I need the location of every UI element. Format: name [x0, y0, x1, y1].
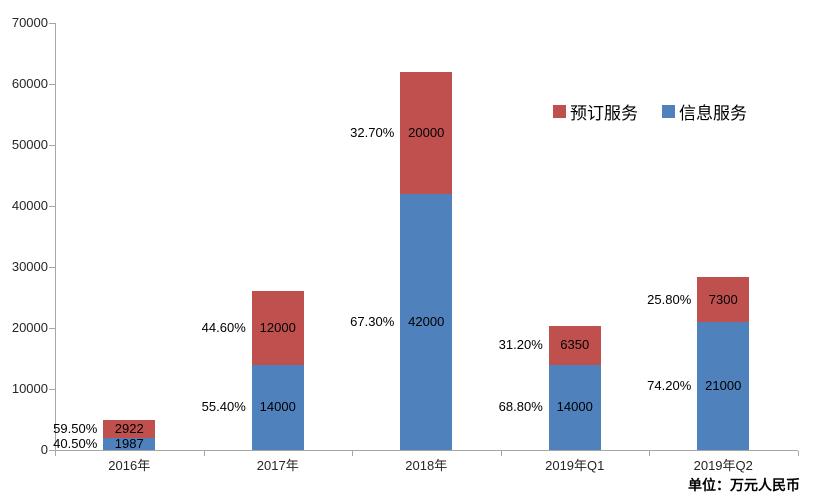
- y-axis-tick-label: 30000: [11, 259, 48, 274]
- bar-value-label: 1987: [114, 435, 144, 451]
- bar-value-label: 14000: [259, 399, 296, 415]
- y-tick-mark: [49, 328, 55, 329]
- bar-value-label: 7300: [708, 291, 738, 307]
- bar-percent-label: 25.80%: [647, 291, 692, 307]
- y-axis-tick-label: 50000: [11, 137, 48, 152]
- legend-item-booking: 预订服务: [553, 99, 638, 124]
- unit-note: 单位：万元人民币: [688, 477, 800, 493]
- y-tick-mark: [49, 206, 55, 207]
- y-axis-tick-label: 60000: [11, 76, 48, 91]
- bar-segment-info: [548, 364, 601, 450]
- bar-percent-label: 68.80%: [498, 399, 543, 415]
- y-axis-line: [55, 23, 56, 451]
- x-tick-mark: [55, 451, 56, 456]
- y-tick-mark: [49, 145, 55, 146]
- bar-percent-label: 67.30%: [350, 313, 395, 329]
- bar-value-label: 14000: [556, 399, 593, 415]
- legend-item-info: 信息服务: [662, 99, 747, 124]
- bar-segment-info: [697, 321, 750, 450]
- y-tick-mark: [49, 389, 55, 390]
- x-tick-mark: [352, 451, 353, 456]
- y-axis-tick-label: 0: [40, 442, 48, 457]
- bar-segment-booking: [103, 420, 156, 438]
- x-axis-category-label: 2016年: [108, 458, 151, 473]
- y-tick-mark: [49, 84, 55, 85]
- bar-value-label: 12000: [259, 320, 296, 335]
- bar-value-label: 2922: [114, 420, 144, 436]
- bar-value-label: 42000: [408, 313, 445, 329]
- y-axis-tick-label: 70000: [11, 15, 48, 30]
- bar-segment-booking: [251, 291, 304, 365]
- x-tick-mark: [649, 451, 650, 456]
- legend-label-booking: 预订服务: [570, 104, 638, 123]
- bar-percent-label: 32.70%: [350, 124, 395, 140]
- x-axis-category-label: 2019年Q2: [693, 458, 753, 473]
- x-tick-mark: [500, 451, 502, 456]
- legend-label-info: 信息服务: [679, 104, 747, 123]
- x-tick-mark: [203, 451, 205, 456]
- bar-segment-info: [103, 437, 156, 450]
- y-axis-tick-label: 40000: [11, 198, 48, 213]
- y-tick-mark: [49, 450, 55, 451]
- legend: 预订服务 信息服务: [553, 99, 747, 124]
- bar-percent-label: 59.50%: [53, 420, 98, 436]
- bar-value-label: 21000: [705, 377, 742, 393]
- legend-swatch-0: [553, 105, 566, 118]
- bar-segment-info: [251, 364, 304, 450]
- bar-percent-label: 40.50%: [53, 435, 98, 451]
- bar-percent-label: 74.20%: [647, 377, 692, 393]
- x-axis-category-label: 2018年: [405, 458, 448, 473]
- x-axis-line: [55, 450, 798, 451]
- x-axis-category-label: 2019年Q1: [545, 458, 605, 473]
- bar-value-label: 20000: [408, 124, 445, 140]
- bar-segment-booking: [697, 277, 750, 322]
- legend-swatch-1: [662, 105, 675, 118]
- y-axis-tick-label: 20000: [11, 320, 48, 335]
- bar-segment-booking: [400, 71, 453, 194]
- bar-value-label: 6350: [560, 337, 590, 353]
- y-axis-tick-label: 10000: [11, 381, 48, 396]
- bar-percent-label: 44.60%: [201, 320, 246, 335]
- y-tick-mark: [49, 23, 55, 24]
- bar-percent-label: 55.40%: [201, 399, 246, 415]
- bar-segment-info: [400, 193, 453, 450]
- x-tick-mark: [797, 451, 799, 456]
- x-axis-category-label: 2017年: [256, 458, 299, 473]
- y-tick-mark: [49, 267, 55, 268]
- bar-segment-booking: [548, 325, 601, 365]
- bar-percent-label: 31.20%: [498, 337, 543, 353]
